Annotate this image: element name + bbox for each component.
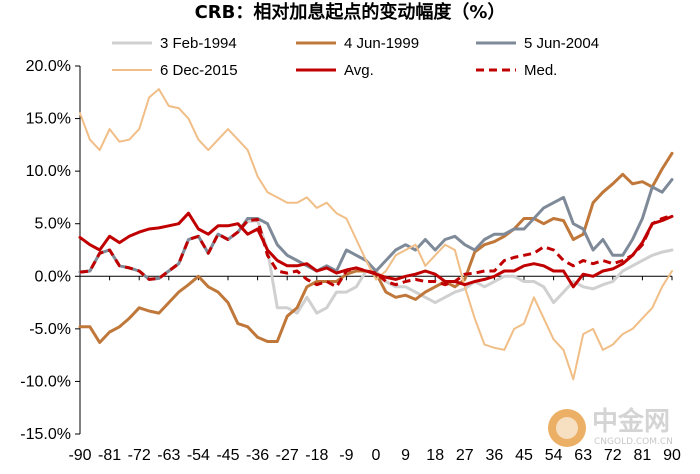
series-line-3 xyxy=(78,178,674,281)
y-tick-label: -5.0% xyxy=(29,321,71,338)
x-tick-label: -9 xyxy=(339,447,353,464)
series-line-4 xyxy=(79,88,673,381)
x-tick-label: 90 xyxy=(663,447,681,464)
watermark-domain: CNGOLD.COM.CN xyxy=(594,437,673,447)
x-tick-label: 63 xyxy=(574,447,592,464)
series-line-5 xyxy=(78,211,674,289)
x-tick-label: -72 xyxy=(128,447,151,464)
legend-label: 5 Jun-2004 xyxy=(524,35,599,52)
x-tick-label: 72 xyxy=(604,447,622,464)
y-tick-label: -10.0% xyxy=(20,373,71,390)
y-tick-label: -15.0% xyxy=(20,426,71,443)
legend: 3 Feb-1994 4 Jun-1999 5 Jun-2004 6 Dec-2015… xyxy=(112,35,599,79)
x-tick-label: 81 xyxy=(634,447,652,464)
x-tick-label: 54 xyxy=(545,447,563,464)
legend-label: 3 Feb-1994 xyxy=(160,35,237,52)
legend-label: 6 Dec-2015 xyxy=(160,62,238,79)
y-tick-label: 0.0% xyxy=(35,268,71,285)
x-tick-label: 0 xyxy=(372,447,381,464)
y-axis: -15.0% -10.0% -5.0% 0.0% 5.0% 10.0% 15.0% 20.0% xyxy=(20,58,81,443)
x-tick-label: 27 xyxy=(456,447,474,464)
watermark-brand: 中金网 xyxy=(592,406,670,437)
x-tick-label: 9 xyxy=(401,447,410,464)
x-tick-label: -45 xyxy=(216,447,239,464)
x-tick-label: -18 xyxy=(305,447,328,464)
legend-label: 4 Jun-1999 xyxy=(344,35,419,52)
x-tick-label: 36 xyxy=(486,447,504,464)
series-line-6 xyxy=(79,213,673,289)
watermark: 中金网 CNGOLD.COM.CN xyxy=(548,406,673,447)
x-tick-label: 18 xyxy=(426,447,444,464)
watermark-logo-inner-icon xyxy=(556,417,578,439)
chart-title: CRB：相对加息起点的变动幅度（%） xyxy=(195,1,506,23)
x-axis: -90 -81 -72 -63 -54 -45 -36 -27 -18 -9 0 9 18 27 36 45 5… xyxy=(68,275,681,464)
legend-label: Avg. xyxy=(344,62,374,79)
x-tick-label: -90 xyxy=(68,447,91,464)
legend-label: Med. xyxy=(524,62,557,79)
series-group xyxy=(78,88,674,381)
x-tick-label: -27 xyxy=(276,447,299,464)
y-tick-label: 15.0% xyxy=(26,111,71,128)
y-tick-label: 10.0% xyxy=(26,163,71,180)
y-tick-label: 20.0% xyxy=(26,58,71,75)
x-tick-label: -81 xyxy=(98,447,121,464)
y-tick-label: 5.0% xyxy=(35,216,71,233)
x-tick-label: 45 xyxy=(515,447,533,464)
x-tick-label: -54 xyxy=(187,447,210,464)
x-tick-label: -63 xyxy=(157,447,180,464)
x-tick-label: -36 xyxy=(246,447,269,464)
